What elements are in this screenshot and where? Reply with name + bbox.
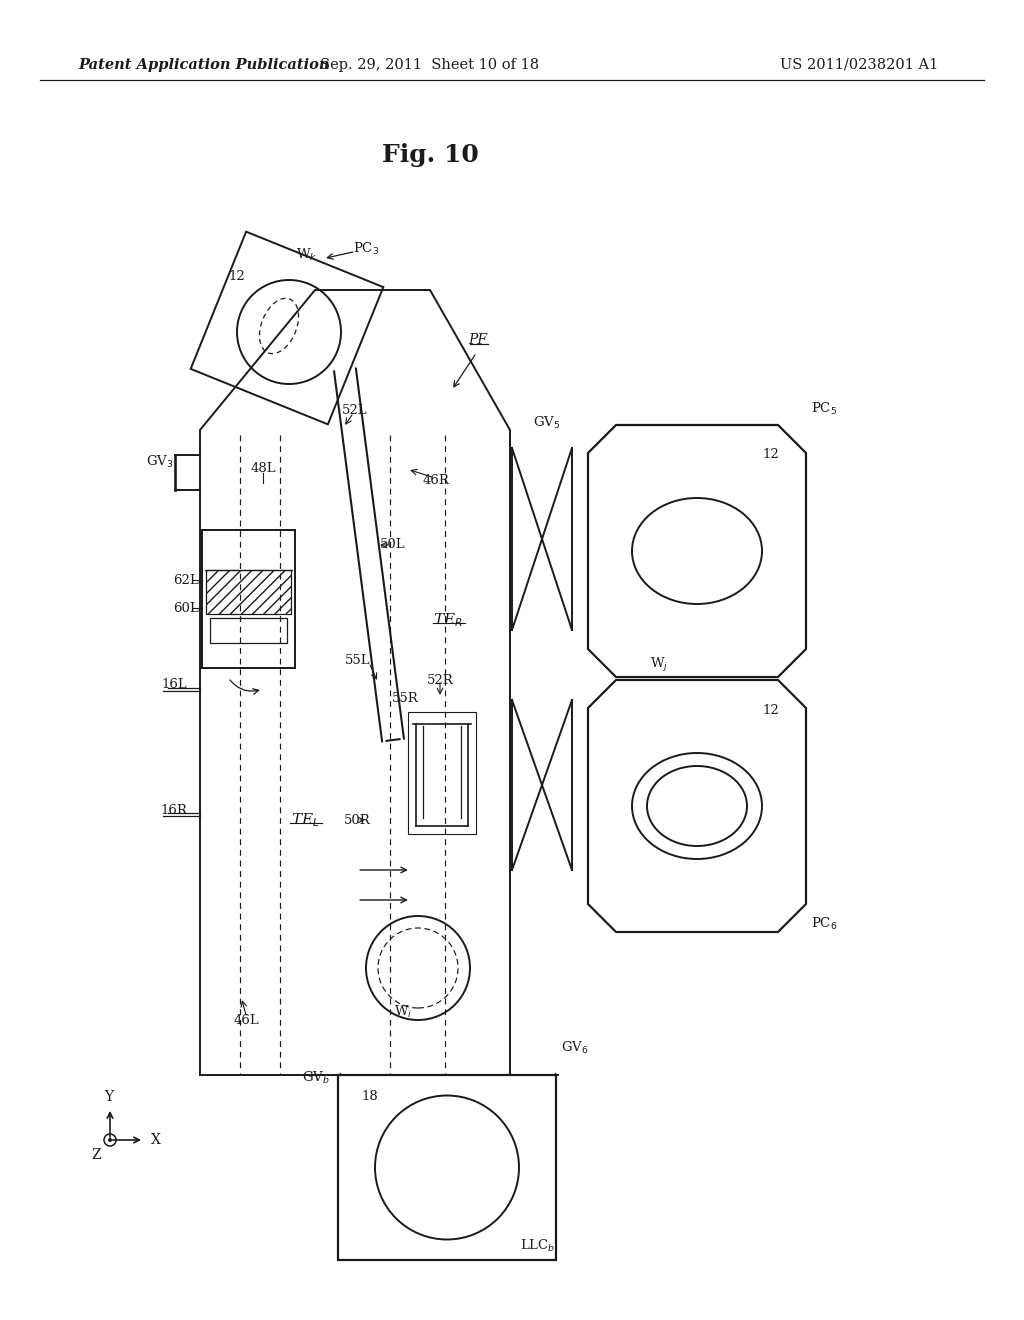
Text: US 2011/0238201 A1: US 2011/0238201 A1 bbox=[780, 58, 938, 73]
Text: PC$_6$: PC$_6$ bbox=[811, 916, 838, 932]
Text: PC$_5$: PC$_5$ bbox=[811, 401, 837, 417]
Text: Fig. 10: Fig. 10 bbox=[382, 143, 478, 168]
Text: PC$_3$: PC$_3$ bbox=[353, 242, 379, 257]
Bar bbox=[338, 1074, 556, 1261]
Text: 12: 12 bbox=[763, 449, 779, 462]
Text: W$_i$: W$_i$ bbox=[394, 1005, 412, 1020]
Circle shape bbox=[108, 1138, 112, 1142]
Text: 60L: 60L bbox=[173, 602, 199, 615]
Text: 62L: 62L bbox=[173, 573, 199, 586]
Text: 50R: 50R bbox=[344, 813, 371, 826]
Bar bbox=[206, 570, 291, 614]
Text: PF: PF bbox=[469, 333, 487, 347]
Text: W$_k$: W$_k$ bbox=[296, 247, 317, 263]
Text: 18: 18 bbox=[361, 1090, 379, 1104]
Text: TE$_R$: TE$_R$ bbox=[433, 611, 463, 628]
Text: GV$_b$: GV$_b$ bbox=[302, 1071, 330, 1086]
Text: 52L: 52L bbox=[342, 404, 368, 417]
Text: 46L: 46L bbox=[233, 1014, 259, 1027]
Text: Patent Application Publication: Patent Application Publication bbox=[78, 58, 330, 73]
Text: GV$_3$: GV$_3$ bbox=[146, 454, 174, 470]
Bar bbox=[202, 531, 295, 668]
Bar bbox=[210, 618, 287, 643]
Text: 12: 12 bbox=[763, 704, 779, 717]
Text: 12: 12 bbox=[228, 269, 246, 282]
Text: GV$_6$: GV$_6$ bbox=[561, 1040, 589, 1056]
Text: 16R: 16R bbox=[161, 804, 187, 817]
Text: 50L: 50L bbox=[380, 539, 406, 552]
Text: Y: Y bbox=[104, 1090, 114, 1104]
Text: TE$_L$: TE$_L$ bbox=[291, 812, 319, 829]
Text: W$_j$: W$_j$ bbox=[650, 656, 668, 675]
Bar bbox=[408, 711, 476, 834]
Text: LLC$_b$: LLC$_b$ bbox=[520, 1238, 556, 1254]
Text: 55L: 55L bbox=[345, 653, 371, 667]
Text: 55R: 55R bbox=[391, 692, 419, 705]
Text: Z: Z bbox=[91, 1148, 100, 1162]
Text: Sep. 29, 2011  Sheet 10 of 18: Sep. 29, 2011 Sheet 10 of 18 bbox=[321, 58, 540, 73]
Text: 52R: 52R bbox=[427, 673, 454, 686]
Text: GV$_5$: GV$_5$ bbox=[534, 414, 560, 432]
Text: 16L: 16L bbox=[161, 678, 186, 692]
Text: 48L: 48L bbox=[250, 462, 275, 474]
Text: X: X bbox=[152, 1133, 161, 1147]
Text: 46R: 46R bbox=[423, 474, 450, 487]
